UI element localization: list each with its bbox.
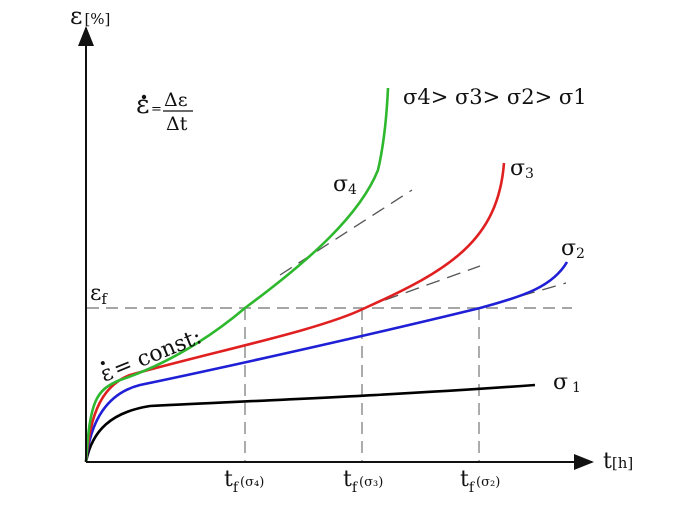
formula-equals: = (151, 102, 162, 117)
curve-label-s3: σ3 (510, 156, 534, 182)
failure-time-label-s4: tf (σ₄) (224, 467, 264, 496)
y-axis-label: ε [%] (70, 2, 110, 30)
creep-curve-s4 (84, 87, 390, 463)
stress-order-label: σ4> σ3> σ2> σ1 (403, 85, 587, 109)
curve-label-s2: σ2 (561, 236, 585, 262)
creep-curve-s2 (84, 261, 569, 463)
curve-label-s4: σ4 (333, 172, 357, 198)
formula-denominator: Δt (166, 113, 188, 135)
failure-time-label-s2: tf (σ₂) (460, 467, 500, 496)
strain-limit-label: εf (90, 281, 108, 308)
tangent-line-s3 (384, 265, 481, 301)
formula-dot (141, 94, 147, 100)
creep-curve-s1 (84, 383, 536, 463)
formula-lhs: ε (136, 90, 149, 120)
strain-rate-formula: ε = Δε Δt (136, 89, 193, 135)
formula-numerator: Δε (164, 89, 188, 111)
failure-time-label-s3: tf (σ₃) (343, 467, 383, 496)
x-axis-label: t[h] (603, 449, 633, 474)
creep-curve-s3 (84, 162, 506, 463)
const-strain-rate-label: ε = const: (97, 324, 205, 387)
tangent-line-s4 (279, 189, 413, 276)
const-label-dot (100, 361, 105, 366)
